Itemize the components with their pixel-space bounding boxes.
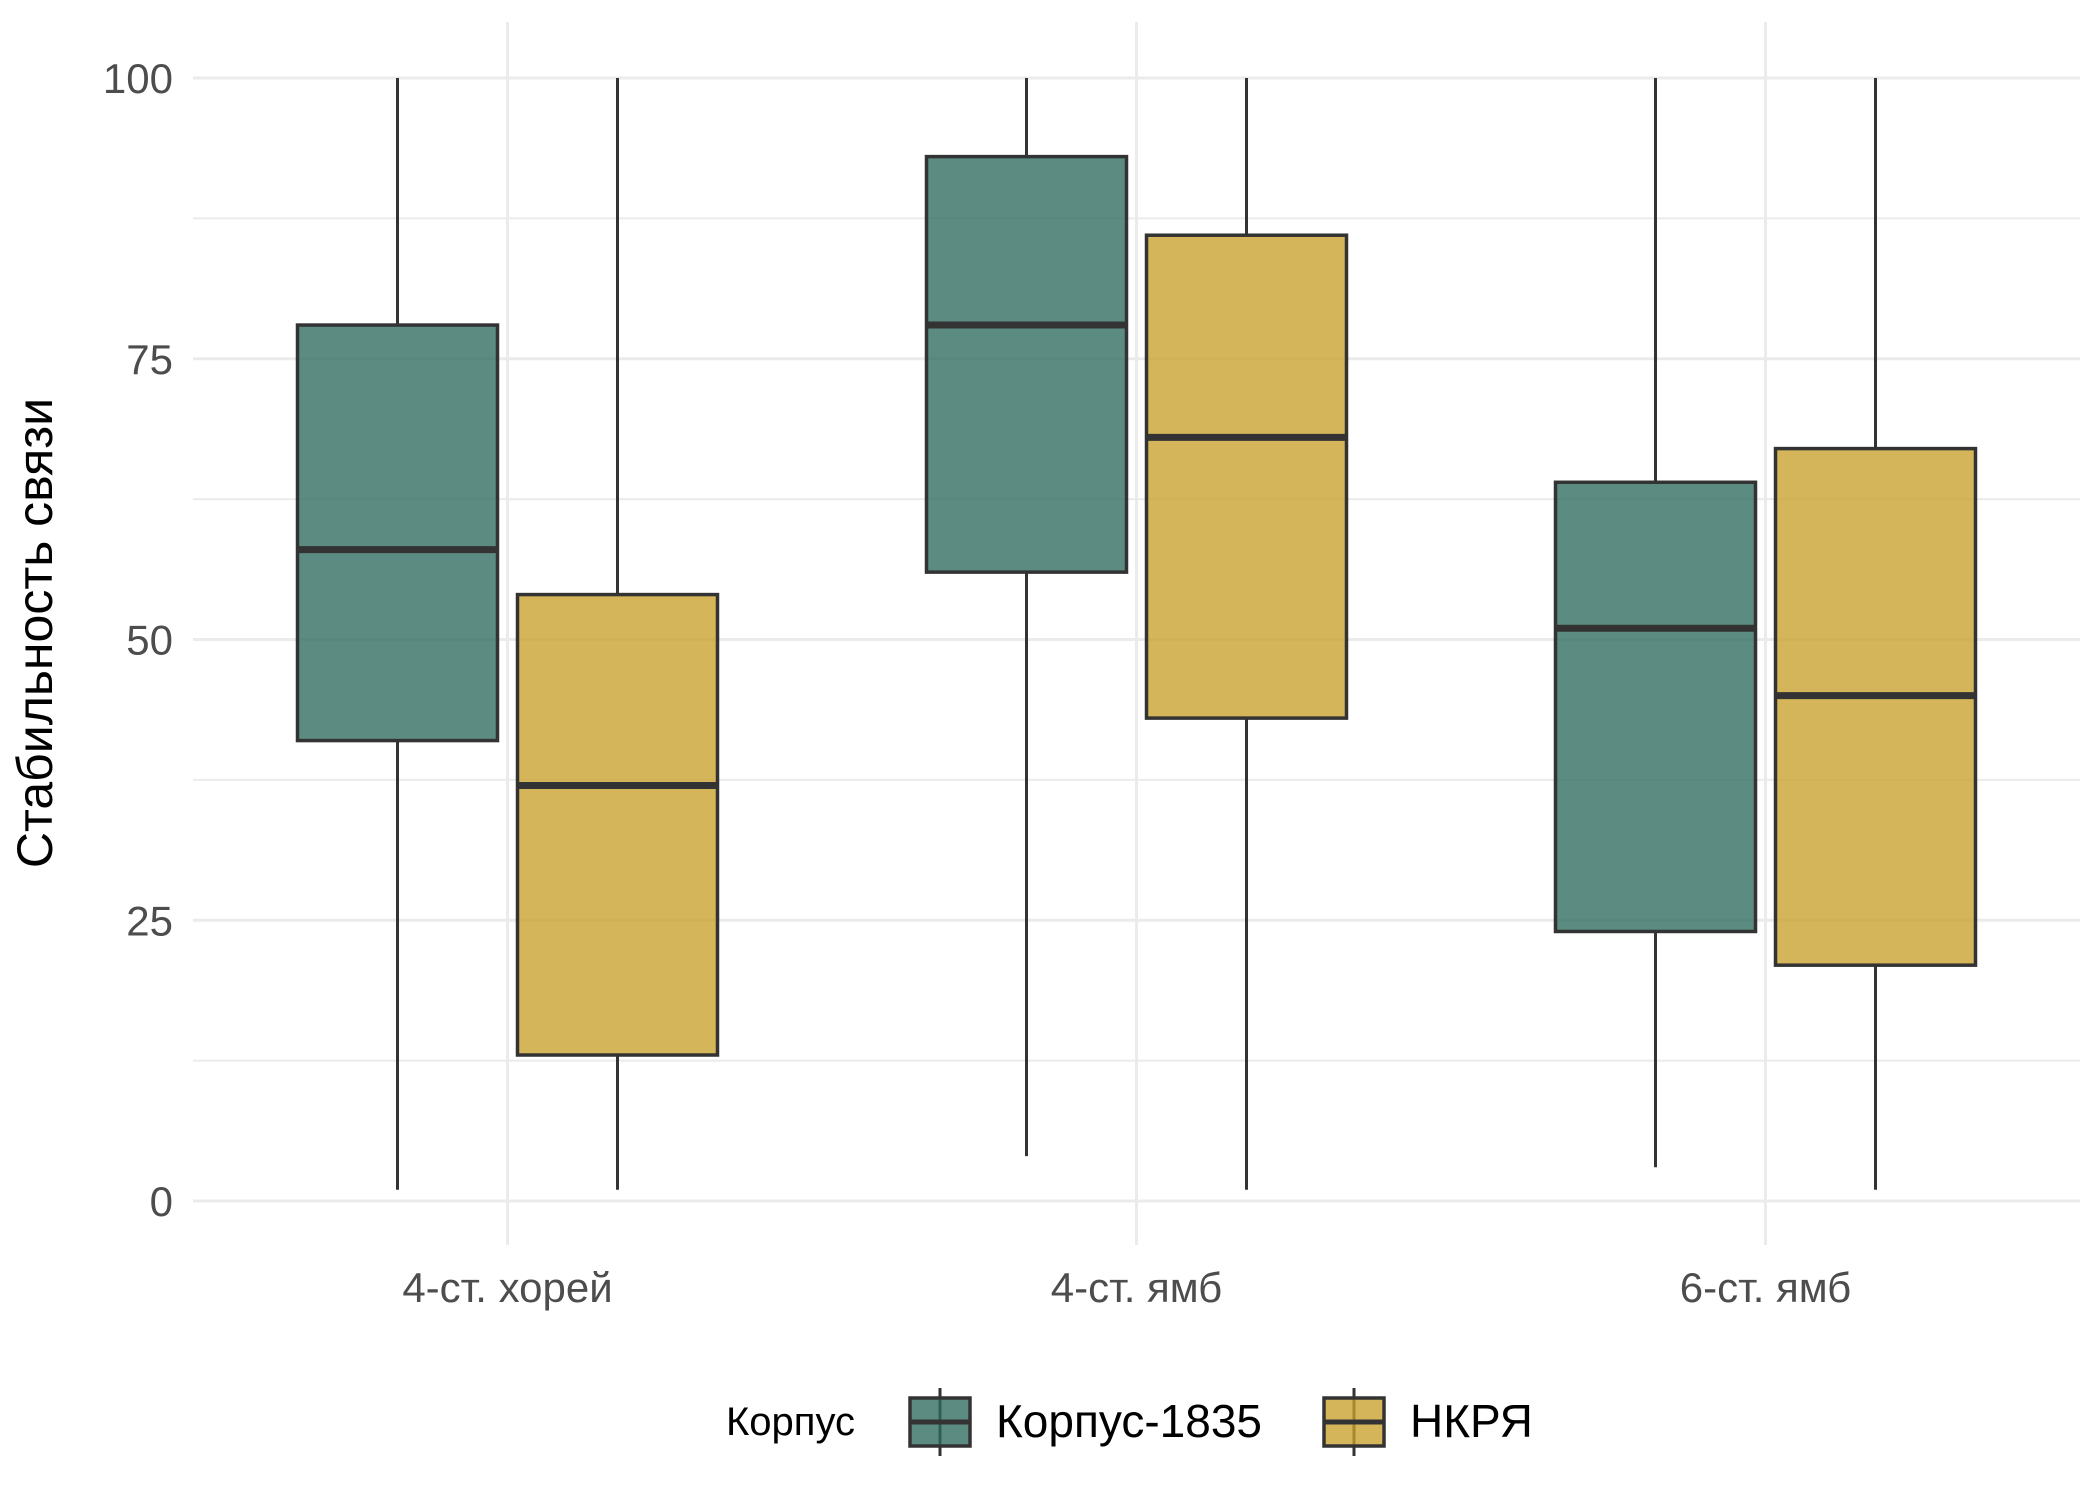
legend-label: Корпус-1835 <box>996 1395 1262 1447</box>
box-НКРЯ-4-ст. ямб <box>1144 78 1349 1190</box>
box-Корпус-1835-4-ст. хорей <box>295 78 500 1190</box>
box-body <box>1144 233 1349 720</box>
y-axis-title: Стабильность связи <box>7 398 63 868</box>
box-Корпус-1835-4-ст. ямб <box>924 78 1129 1157</box>
box-body <box>924 154 1129 574</box>
box-body <box>1773 446 1978 967</box>
box-НКРЯ-4-ст. хорей <box>515 78 720 1190</box>
axis-layer: Стабильность связи 0 25 50 75 100 4-ст. хорей… <box>7 55 1851 1311</box>
legend-item: НКРЯ <box>1322 1388 1533 1456</box>
x-tick-label: 6-ст. ямб <box>1680 1264 1851 1311</box>
box-body <box>1553 480 1758 934</box>
x-tick-label: 4-ст. хорей <box>402 1264 612 1311</box>
grid-layer <box>193 22 2080 1245</box>
box-Корпус-1835-6-ст. ямб <box>1553 78 1758 1168</box>
y-tick-label: 100 <box>103 55 173 102</box>
y-tick-label: 75 <box>126 336 173 383</box>
box-layer <box>295 78 1978 1190</box>
y-tick-label: 50 <box>126 617 173 664</box>
y-tick-label: 0 <box>150 1178 173 1225</box>
legend-label: НКРЯ <box>1410 1395 1533 1447</box>
box-body <box>295 323 500 743</box>
box-body <box>515 592 720 1057</box>
x-tick-label: 4-ст. ямб <box>1051 1264 1222 1311</box>
legend-item: Корпус-1835 <box>908 1388 1262 1456</box>
legend-title: Корпус <box>726 1400 855 1444</box>
box-НКРЯ-6-ст. ямб <box>1773 78 1978 1190</box>
y-tick-label: 25 <box>126 897 173 944</box>
legend: Корпус Корпус-1835 НКРЯ <box>726 1388 1533 1456</box>
